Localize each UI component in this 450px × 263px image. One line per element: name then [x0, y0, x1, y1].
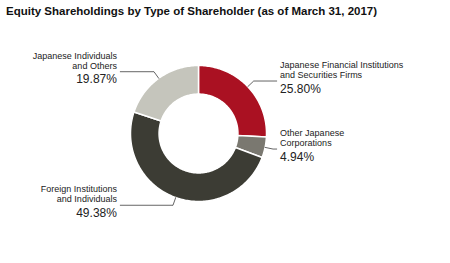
svg-text:25.80%: 25.80%	[280, 81, 321, 95]
svg-text:49.38%: 49.38%	[76, 206, 117, 220]
svg-text:Japanese Individualsand Others: Japanese Individualsand Others	[33, 51, 118, 71]
svg-text:Other JapaneseCorporations: Other JapaneseCorporations	[280, 128, 344, 148]
svg-text:4.94%: 4.94%	[280, 149, 314, 163]
html-text:Equity Shareholdings by Type o: Equity Shareholdings by Type of Sharehol…	[6, 5, 378, 17]
svg-text:Japanese Financial Institution: Japanese Financial Institutionsand Secur…	[280, 60, 404, 80]
svg-text:19.87%: 19.87%	[76, 72, 117, 86]
svg-text:Foreign Institutionsand Indivi: Foreign Institutionsand Individuals	[41, 184, 118, 204]
